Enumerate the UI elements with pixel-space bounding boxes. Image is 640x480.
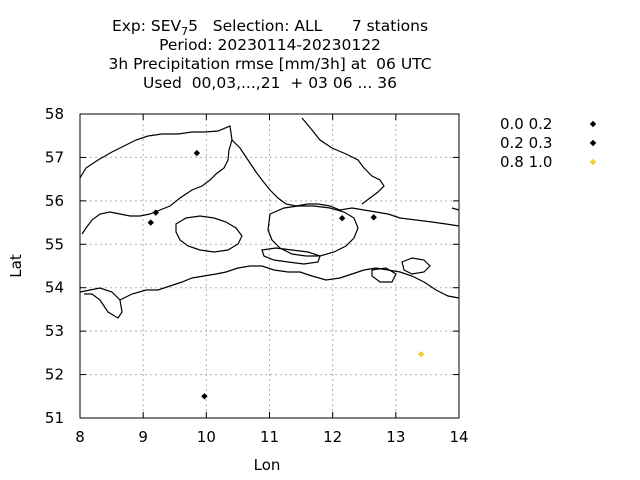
coastline-ferry [451,207,460,211]
y-tick-label: 57 [45,148,64,166]
x-tick-label: 11 [260,428,279,446]
coastline-lolland [261,247,321,265]
legend-marker [589,158,597,166]
coastline-zealand [267,205,359,257]
y-tick-label: 53 [45,322,64,340]
grid-lines [80,114,459,418]
x-tick-label: 9 [138,428,148,446]
exp-subscript: 7 [181,25,189,39]
legend: 0.0 0.20.2 0.30.8 1.0 [500,115,597,171]
y-tick-label: 56 [45,192,64,210]
data-point [338,215,346,222]
data-point [193,149,201,157]
coastline-jutland-west [79,125,233,235]
y-tick-label: 55 [45,235,64,253]
x-tick-label: 12 [323,428,342,446]
chart-title-line-1: Exp: SEV75 Selection: ALL 7 stations [111,17,429,39]
chart-title-line-3: 3h Precipitation rmse [mm/3h] at 06 UTC [108,55,432,73]
x-tick-label: 13 [386,428,405,446]
y-tick-label: 58 [45,105,64,123]
y-axis-label: Lat [7,254,25,278]
chart-title-line-2: Period: 20230114-20230122 [159,36,381,54]
y-tick-label: 51 [45,409,64,427]
x-axis-label: Lon [254,456,281,474]
data-point [147,219,154,226]
y-tick-label: 52 [45,366,64,384]
coastline-jutland-east [231,139,460,227]
x-tick-label: 14 [449,428,468,446]
legend-label: 0.0 0.2 [500,115,552,133]
coastline-bornholm [401,257,431,275]
data-point [201,393,208,400]
coastline-germany [79,265,460,319]
legend-label: 0.8 1.0 [500,153,552,171]
chart-title-line-4: Used 00,03,...,21 + 03 06 ... 36 [143,74,397,92]
x-tick-label: 8 [75,428,85,446]
coastline-map [79,117,460,319]
y-tick-label: 54 [45,279,64,297]
coastline-funen [175,215,243,253]
coastline-sweden [301,117,385,205]
legend-label: 0.2 0.3 [500,134,552,152]
y-axis-ticks: 51 52 53 54 55 56 57 58 [45,105,459,427]
x-axis-ticks: 8 9 10 11 12 13 14 [75,114,469,446]
data-point [152,209,159,216]
data-points [147,149,425,400]
coastline-rugen [371,267,397,283]
data-point [370,214,377,221]
legend-marker [589,139,597,147]
data-point [417,350,425,358]
legend-marker [589,120,597,128]
x-tick-label: 10 [197,428,216,446]
